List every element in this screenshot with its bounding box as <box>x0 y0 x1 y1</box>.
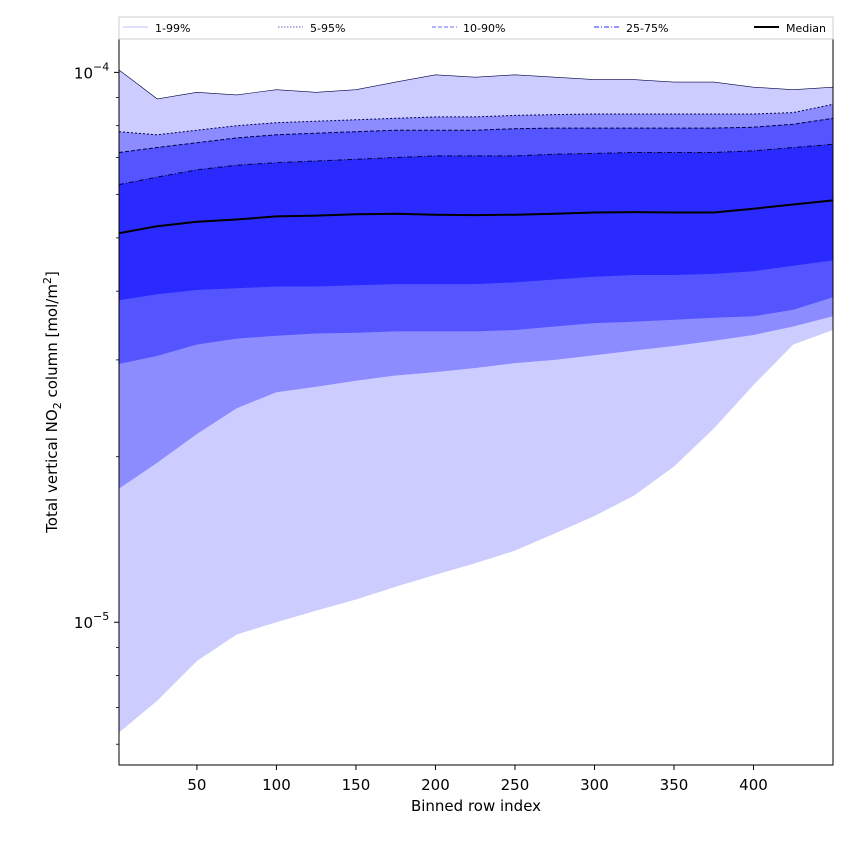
y-tick-label: 10 <box>74 614 93 632</box>
legend: 1-99% 5-95% 10-90% 25-75% Median <box>118 16 834 40</box>
legend-label: 10-90% <box>463 22 505 35</box>
x-tick-label: 250 <box>501 776 530 794</box>
y-tick-exponent: −5 <box>93 610 109 623</box>
legend-label: 5-95% <box>310 22 345 35</box>
x-tick-label: 400 <box>739 776 768 794</box>
x-axis-label: Binned row index <box>411 797 541 815</box>
y-tick-exponent: −4 <box>93 60 109 73</box>
legend-label: 25-75% <box>626 22 668 35</box>
x-tick-label: 150 <box>342 776 371 794</box>
x-tick-label: 50 <box>187 776 206 794</box>
bands-layer <box>118 69 834 733</box>
y-tick-label: 10 <box>74 64 93 82</box>
x-tick-label: 100 <box>262 776 291 794</box>
median-line <box>118 199 834 235</box>
y-label-unit: column [mol/m <box>43 284 61 402</box>
median-layer <box>118 199 834 235</box>
legend-box <box>118 16 834 40</box>
y-label-subscript: 2 <box>51 402 64 409</box>
y-axis-label: Total vertical NO2 column [mol/m2] <box>41 271 64 534</box>
band-upper-edge-10-90pct <box>118 117 834 153</box>
y-label-main: Total vertical NO <box>43 409 61 534</box>
y-axis: 10−510−4 <box>74 60 119 745</box>
y-label-end: ] <box>43 271 61 277</box>
band-25-75pct <box>119 144 833 301</box>
band-upper-edge-5-95pct <box>118 103 834 136</box>
legend-label: Median <box>786 22 826 35</box>
x-tick-label: 350 <box>660 776 689 794</box>
band-upper-edge-1-99pct <box>118 69 834 100</box>
y-label-superscript: 2 <box>41 277 54 284</box>
legend-label: 1-99% <box>155 22 190 35</box>
x-tick-label: 300 <box>580 776 609 794</box>
x-axis: 50 100 150 200 250 300 350 400 <box>187 765 768 794</box>
x-tick-label: 200 <box>421 776 450 794</box>
